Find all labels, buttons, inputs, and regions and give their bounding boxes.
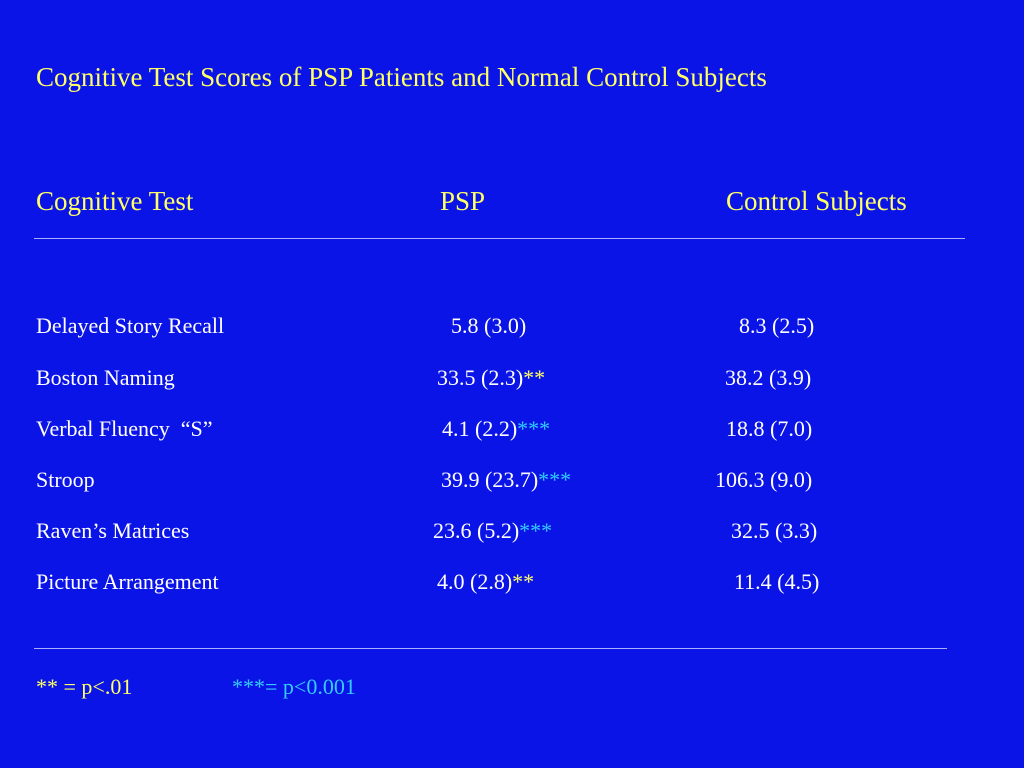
significance-marker: ** <box>512 569 535 594</box>
psp-value: 23.6 (5.2) <box>433 518 520 543</box>
cell-control: 32.5 (3.3) <box>731 518 818 543</box>
cell-test: Picture Arrangement <box>36 569 219 594</box>
footer-divider <box>34 648 947 649</box>
column-header-control: Control Subjects <box>726 186 907 216</box>
cell-control: 18.8 (7.0) <box>726 416 813 441</box>
column-header-test: Cognitive Test <box>36 186 194 216</box>
cell-test: Delayed Story Recall <box>36 313 225 338</box>
psp-value: 33.5 (2.3) <box>437 365 524 390</box>
cell-psp: 5.8 (3.0) <box>451 313 526 339</box>
cell-test: Raven’s Matrices <box>36 518 190 543</box>
cell-psp: 4.1 (2.2)*** <box>442 416 550 442</box>
cell-control: 11.4 (4.5) <box>734 569 820 594</box>
psp-value: 4.1 (2.2) <box>442 416 518 441</box>
cell-test: Boston Naming <box>36 365 175 390</box>
cell-test: Stroop <box>36 467 95 492</box>
significance-marker: *** <box>519 518 553 543</box>
significance-marker: *** <box>538 467 572 492</box>
footnote-p001: ***= p<0.001 <box>232 674 356 699</box>
cell-test: Verbal Fluency “S” <box>36 416 213 441</box>
cell-psp: 39.9 (23.7)*** <box>441 467 571 493</box>
psp-value: 4.0 (2.8) <box>437 569 513 594</box>
cell-control: 38.2 (3.9) <box>725 365 812 390</box>
cell-psp: 23.6 (5.2)*** <box>433 518 552 544</box>
slide-title: Cognitive Test Scores of PSP Patients an… <box>36 62 767 92</box>
table-row: Verbal Fluency “S” 4.1 (2.2)*** 18.8 (7.… <box>0 416 1024 446</box>
psp-value: 39.9 (23.7) <box>441 467 539 492</box>
table-row: Delayed Story Recall 5.8 (3.0) 8.3 (2.5) <box>0 313 1024 343</box>
cell-psp: 4.0 (2.8)** <box>437 569 534 595</box>
table-row: Boston Naming 33.5 (2.3)** 38.2 (3.9) <box>0 365 1024 395</box>
significance-marker: ** <box>523 365 546 390</box>
significance-marker: *** <box>517 416 551 441</box>
cell-control: 106.3 (9.0) <box>715 467 813 492</box>
table-row: Raven’s Matrices 23.6 (5.2)*** 32.5 (3.3… <box>0 518 1024 548</box>
column-header-psp: PSP <box>440 186 486 216</box>
table-row: Picture Arrangement 4.0 (2.8)** 11.4 (4.… <box>0 569 1024 599</box>
psp-value: 5.8 (3.0) <box>451 313 527 338</box>
header-divider <box>34 238 965 239</box>
table-row: Stroop 39.9 (23.7)*** 106.3 (9.0) <box>0 467 1024 497</box>
footnote-p01: ** = p<.01 <box>36 674 133 699</box>
cell-control: 8.3 (2.5) <box>739 313 815 338</box>
cell-psp: 33.5 (2.3)** <box>437 365 545 391</box>
